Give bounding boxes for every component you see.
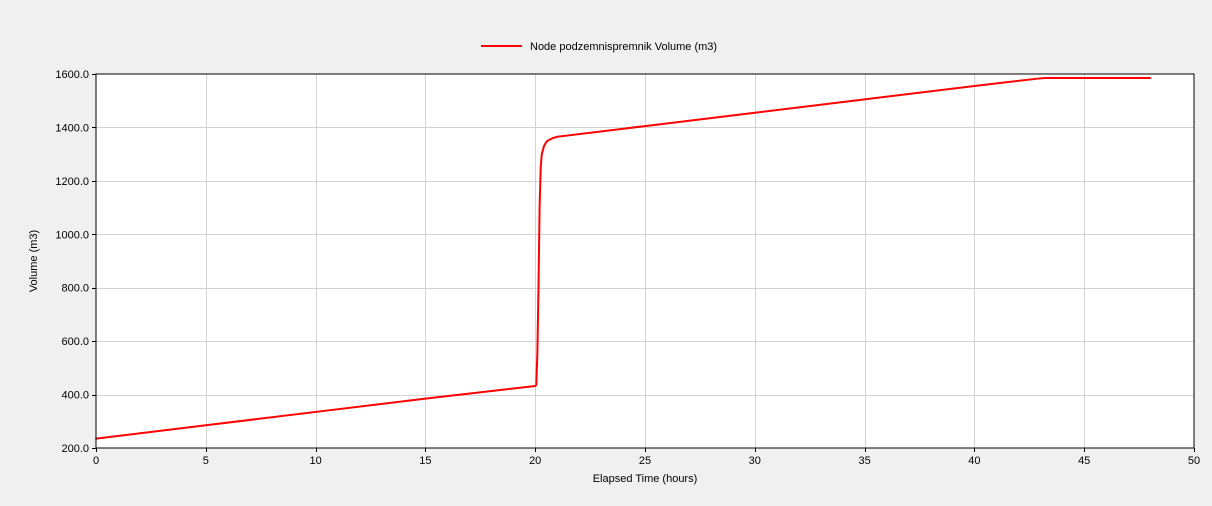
legend-label: Node podzemnispremnik Volume (m3) (530, 41, 717, 53)
x-axis-ticks: 0 5 10 15 20 25 30 35 40 45 50 (93, 448, 1200, 467)
x-tick-label: 40 (968, 455, 980, 467)
x-tick-label: 10 (309, 455, 321, 467)
y-tick-label: 400.0 (61, 390, 89, 402)
x-tick-label: 35 (858, 455, 870, 467)
y-tick-label: 1200.0 (55, 176, 89, 188)
x-tick-label: 20 (529, 455, 541, 467)
y-axis-title: Volume (m3) (28, 230, 40, 292)
y-axis-ticks: 200.0 400.0 600.0 800.0 1000.0 1200.0 1400.0 16… (55, 69, 96, 455)
x-tick-label: 25 (639, 455, 651, 467)
x-tick-label: 45 (1078, 455, 1090, 467)
x-tick-label: 15 (419, 455, 431, 467)
y-tick-label: 200.0 (61, 443, 89, 455)
y-tick-label: 1000.0 (55, 229, 89, 241)
legend: Node podzemnispremnik Volume (m3) (481, 41, 717, 53)
x-tick-label: 50 (1188, 455, 1200, 467)
y-tick-label: 600.0 (61, 336, 89, 348)
y-tick-label: 1400.0 (55, 122, 89, 134)
x-axis-title: Elapsed Time (hours) (593, 473, 698, 485)
grid-lines (96, 74, 1194, 448)
y-tick-label: 1600.0 (55, 69, 89, 81)
y-tick-label: 800.0 (61, 283, 89, 295)
x-tick-label: 30 (749, 455, 761, 467)
series-line (95, 77, 1152, 440)
x-tick-label: 0 (93, 455, 99, 467)
series-lines (95, 77, 1152, 440)
x-tick-label: 5 (203, 455, 209, 467)
